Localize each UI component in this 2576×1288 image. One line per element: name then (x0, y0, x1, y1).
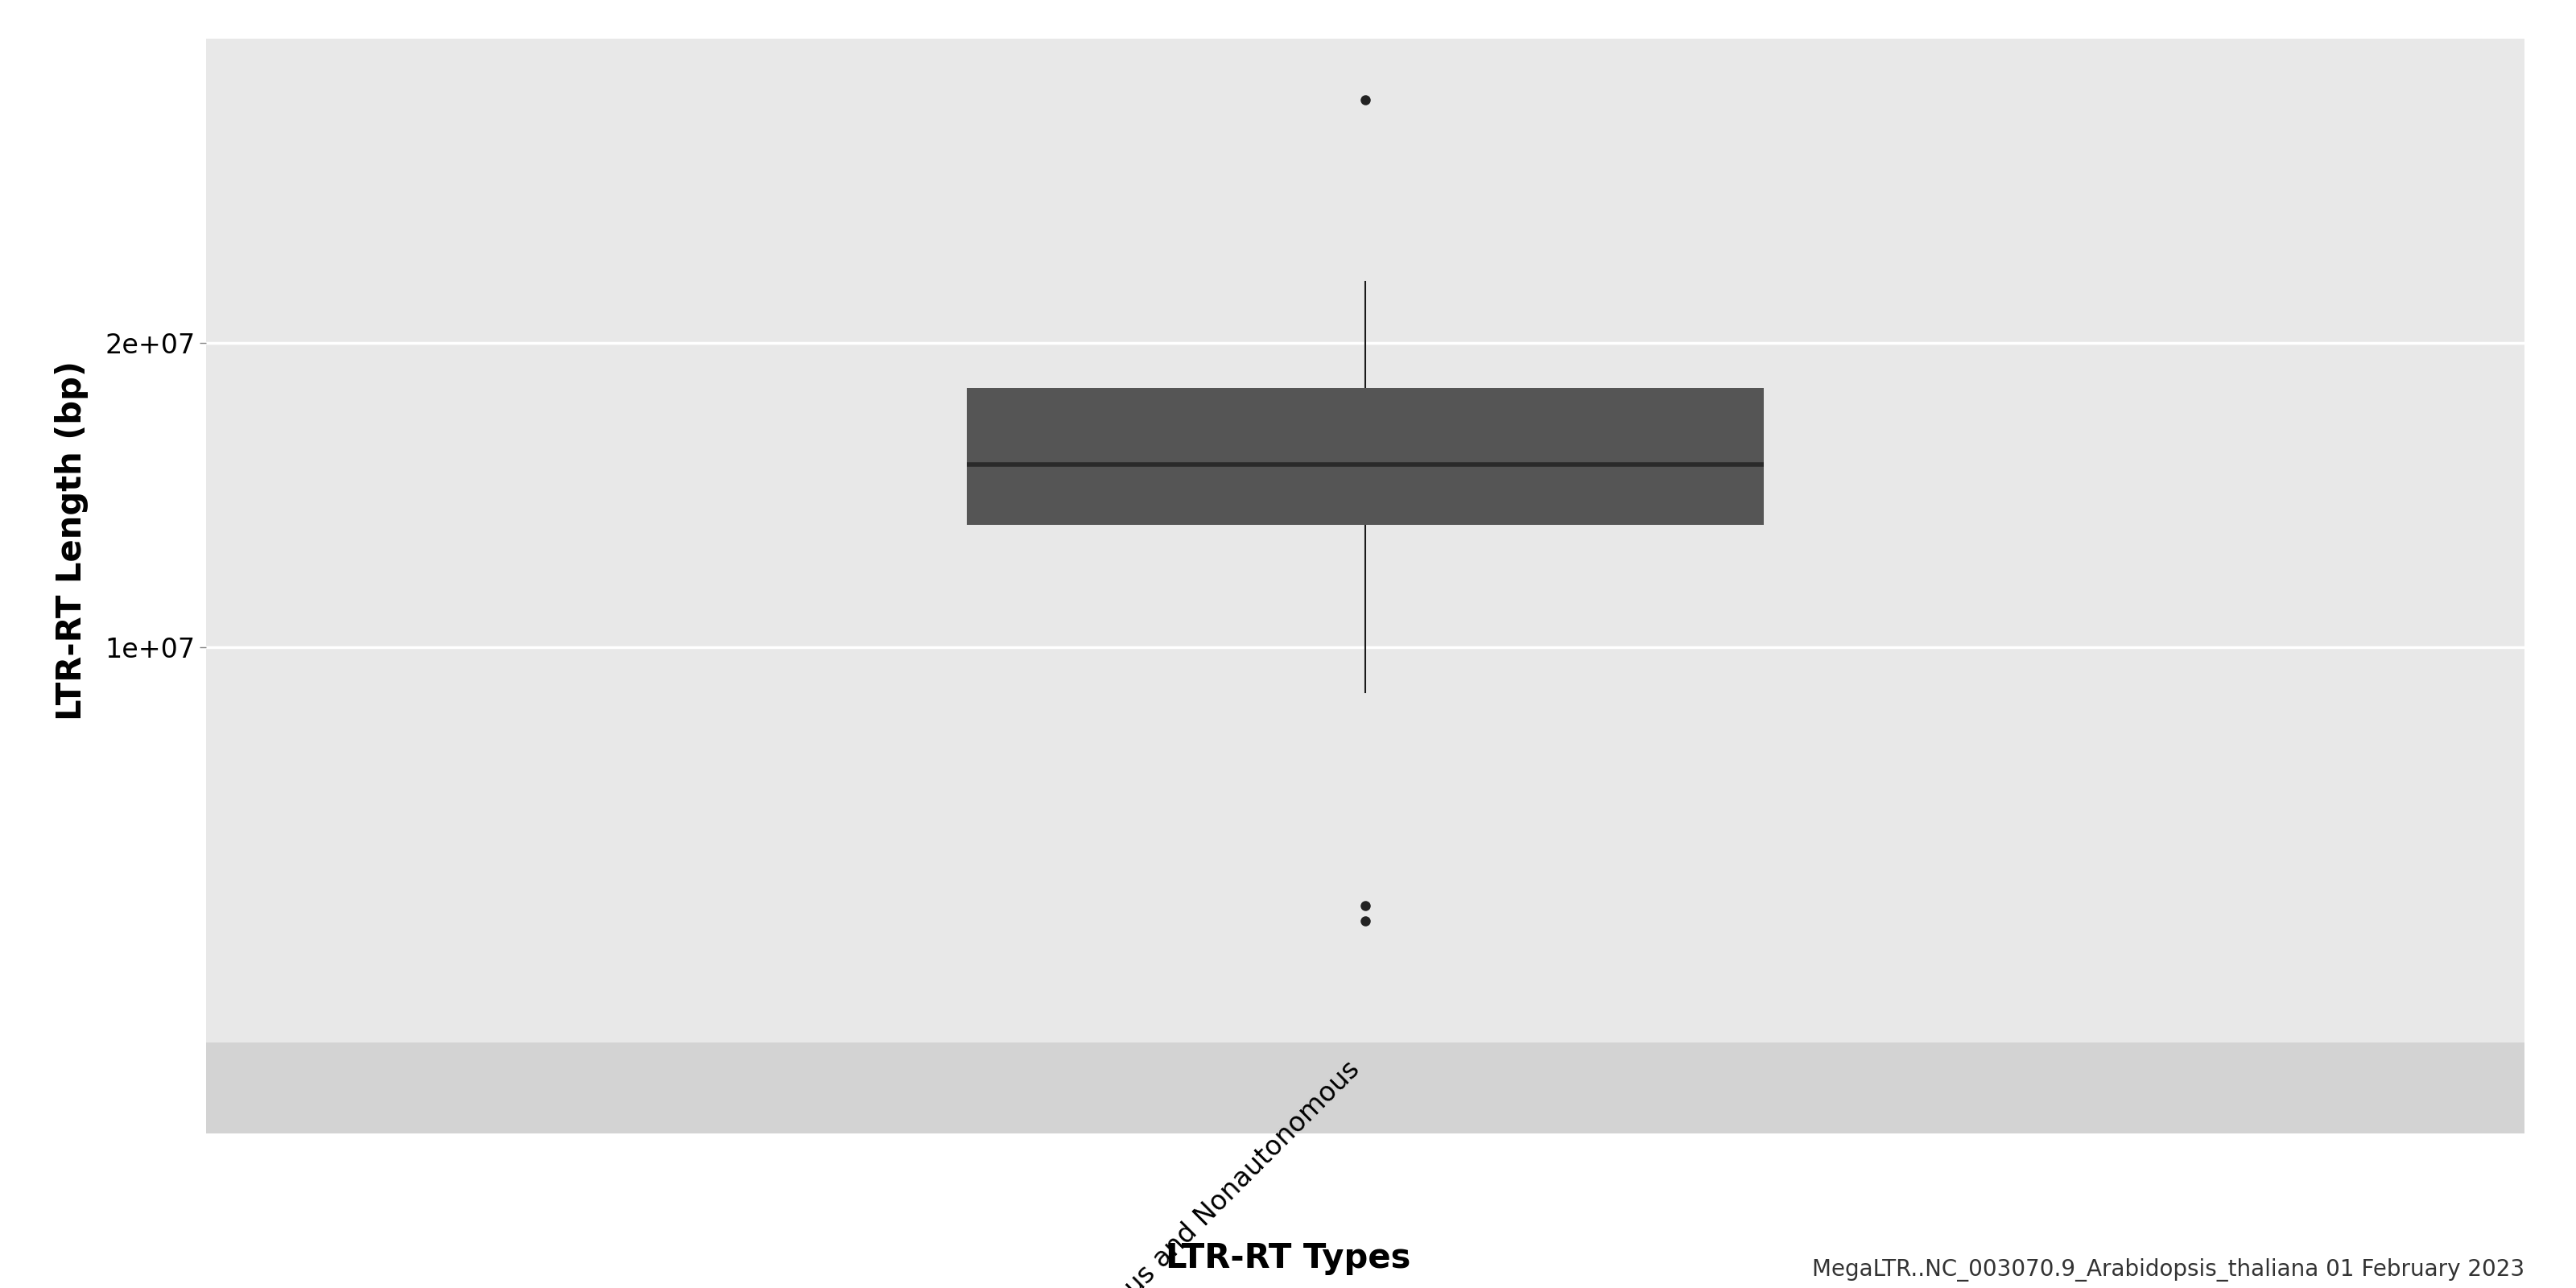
Text: LTR-RT Types: LTR-RT Types (1164, 1242, 1412, 1275)
Y-axis label: LTR-RT Length (bp): LTR-RT Length (bp) (54, 361, 88, 720)
Text: Autonomous and Nonautonomous: Autonomous and Nonautonomous (1023, 1056, 1365, 1288)
Text: MegaLTR..NC_003070.9_Arabidopsis_thaliana 01 February 2023: MegaLTR..NC_003070.9_Arabidopsis_thalian… (1811, 1258, 2524, 1282)
Bar (966, 389, 1765, 526)
